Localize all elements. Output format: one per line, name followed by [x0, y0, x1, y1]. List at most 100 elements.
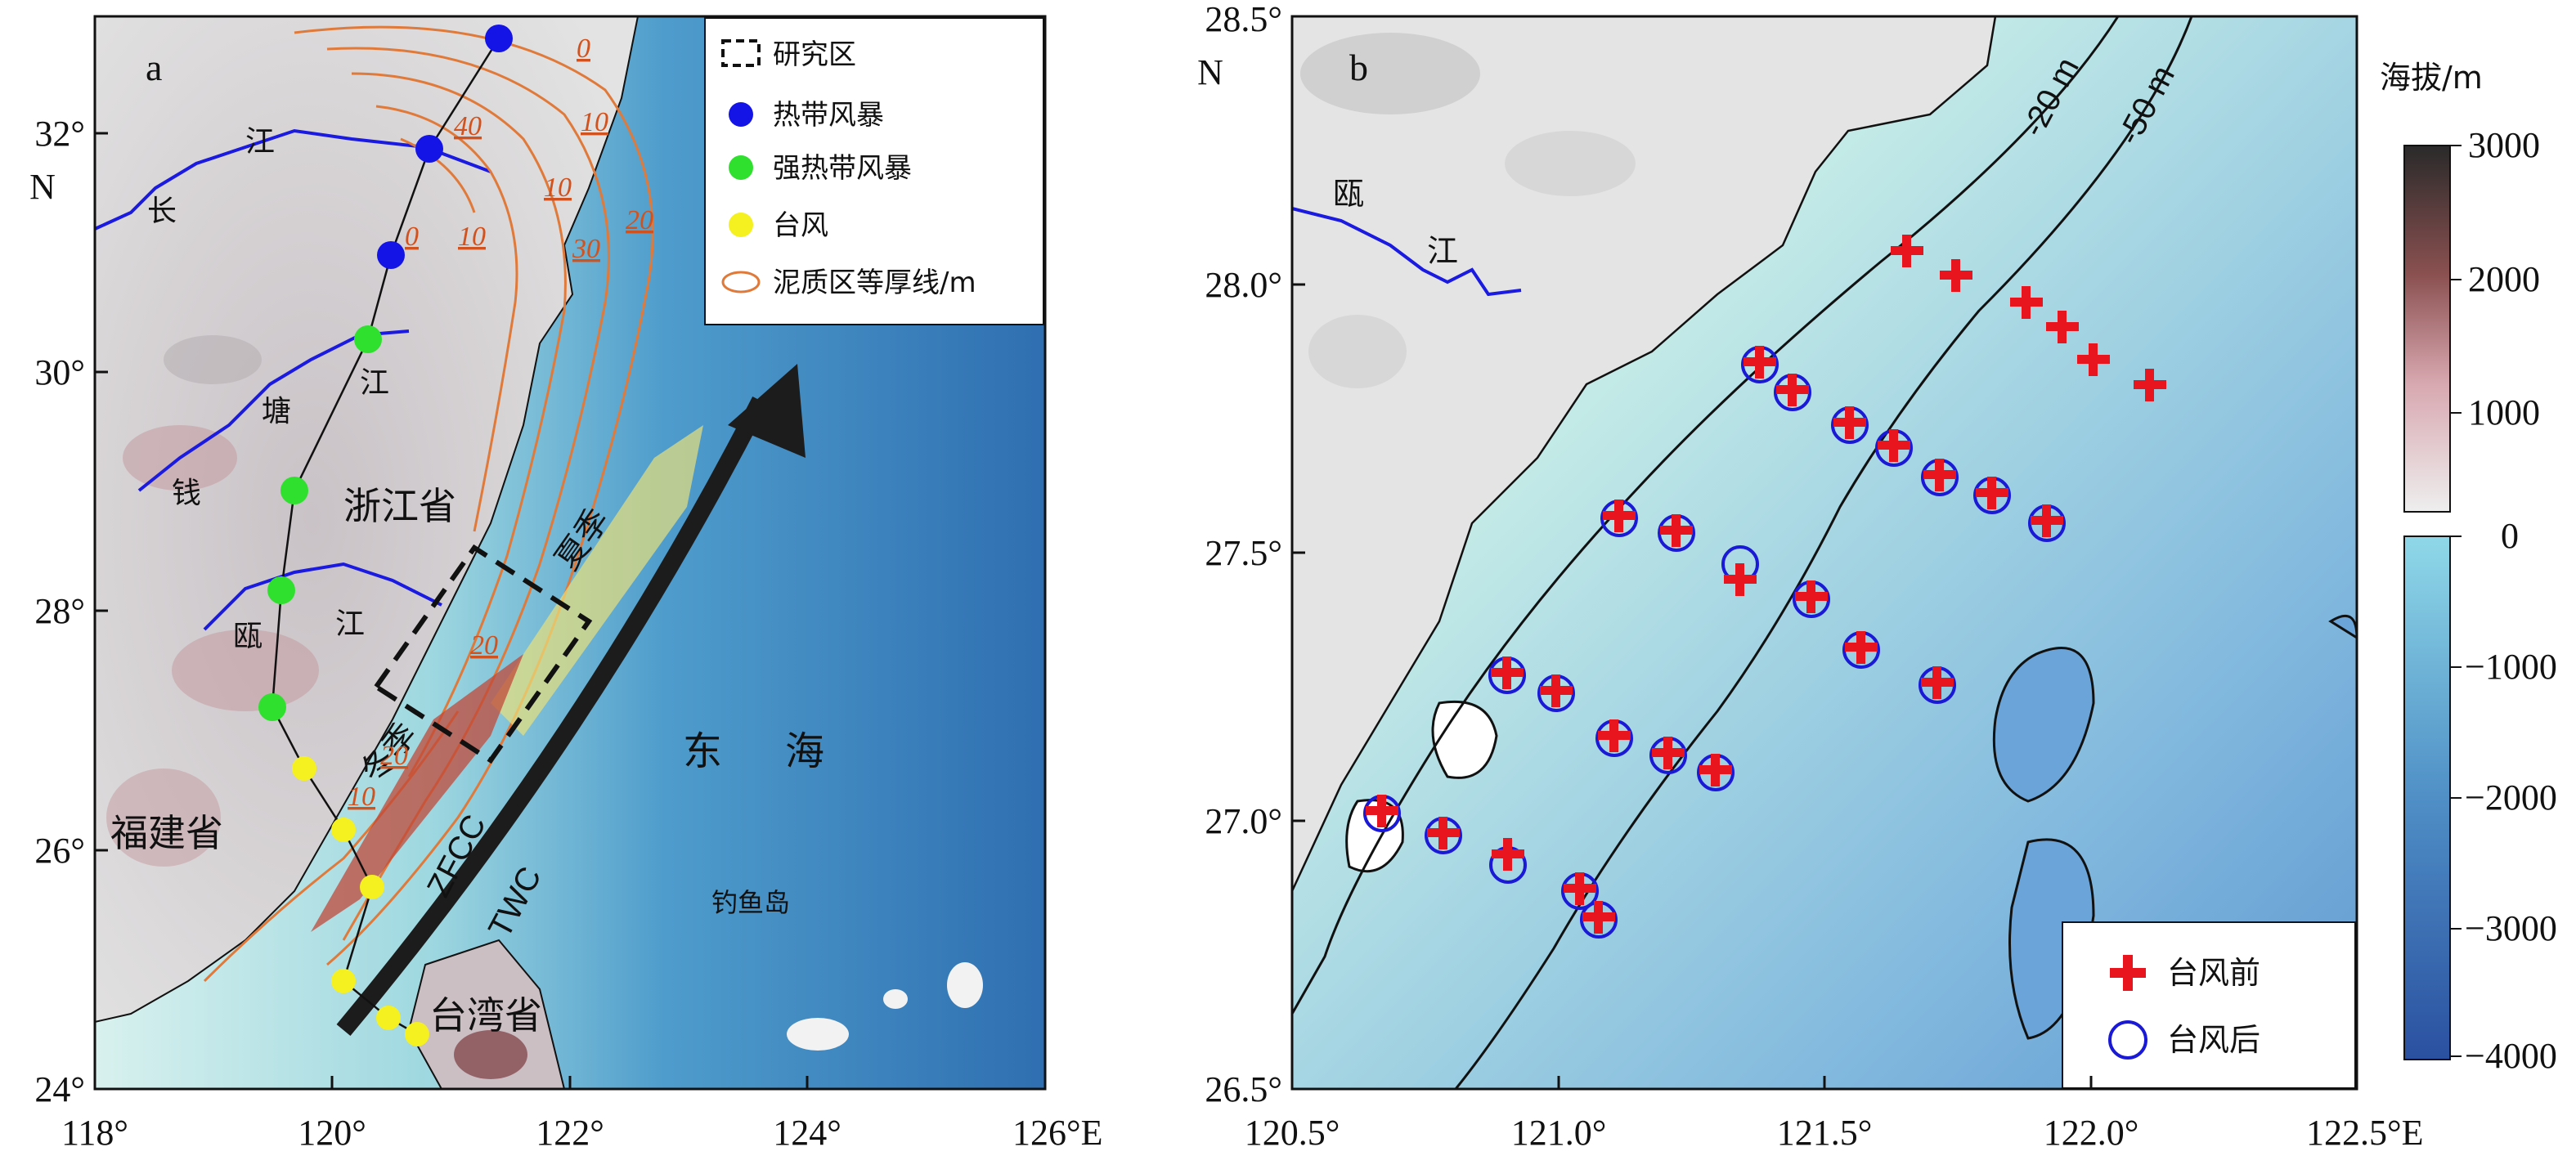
severe-storm-point — [267, 576, 295, 604]
station-pair — [1919, 666, 1956, 704]
station-pair — [1488, 656, 1526, 694]
panel-b-label: b — [1349, 47, 1368, 88]
svg-text:10: 10 — [581, 107, 608, 137]
legend-severe-storm-label: 强热带风暴 — [773, 152, 912, 185]
terrain-patch — [1300, 33, 1480, 114]
label-qiantang-2: 塘 — [262, 395, 291, 428]
colorbar-title: 海拔/m — [2380, 60, 2483, 96]
typhoon-point — [331, 818, 356, 842]
legend-after-label: 台风后 — [2167, 1022, 2260, 1058]
station-pair — [2028, 504, 2066, 542]
station-pair — [1649, 737, 1687, 774]
legend-severe-storm-swatch — [729, 155, 753, 180]
panel-a-y-tick-label: 26° — [34, 831, 85, 871]
severe-storm-point — [280, 477, 308, 504]
station-pair — [1697, 754, 1735, 791]
panel-b-y-tick-label: 27.5° — [1205, 533, 1282, 573]
colorbar-sea — [2404, 536, 2450, 1060]
panel-b-y-tick-label: 27.0° — [1205, 801, 1282, 841]
colorbar-tick: 0 — [2501, 516, 2519, 556]
station-before-only — [1940, 259, 1972, 292]
oujiang-river — [203, 562, 442, 631]
panel-b-x-tick-label: 120.5° — [1245, 1113, 1340, 1153]
panel-b-y-tick-label: 26.5° — [1205, 1069, 1282, 1109]
winter-current-band — [311, 654, 523, 932]
svg-text:0: 0 — [405, 222, 419, 252]
changjiang-river — [94, 128, 491, 231]
terrain-patch — [172, 630, 319, 711]
panel-b: -20 m -50 m 瓯 江 — [1197, 0, 2423, 1153]
svg-text:30: 30 — [572, 234, 600, 264]
label-qiantang-3: 钱 — [172, 477, 201, 510]
panel-a: 浙江省 福建省 台湾省 东 海 钓鱼岛 江 长 江 塘 钱 瓯 江 夏季 冬季 … — [29, 15, 1102, 1153]
station-pair — [1595, 719, 1633, 757]
legend-study-area-swatch — [721, 39, 761, 67]
colorbar: 海拔/m 3000 2000 1000 0 −1000 −2000 −3000 … — [2380, 60, 2557, 1076]
legend-after-swatch — [2108, 1020, 2147, 1060]
label-east-sea-1: 东 — [683, 728, 722, 774]
panel-a-x-tick-label: 126°E — [1012, 1113, 1102, 1153]
typhoon-point — [292, 756, 316, 781]
panel-b-y-ticks — [1292, 15, 1305, 1091]
panel-a-land — [94, 16, 640, 1024]
label-changjiang-2: 长 — [147, 195, 177, 228]
panel-a-label: a — [146, 47, 162, 88]
station-pair — [1842, 631, 1880, 669]
contour-50m — [1454, 16, 2193, 1090]
label-oujiang-2: 江 — [1427, 233, 1458, 269]
typhoon-point — [405, 1022, 429, 1046]
label-east-sea-2: 海 — [785, 728, 824, 774]
station-pair — [1921, 459, 1959, 496]
panel-a-y-tick-label: 30° — [34, 352, 85, 392]
oujiang-river — [1291, 207, 1522, 297]
colorbar-tick: 1000 — [2468, 392, 2540, 432]
deep-contour — [1992, 647, 2095, 803]
legend-tropical-storm-label: 热带风暴 — [773, 99, 884, 132]
station-before-only — [2134, 369, 2166, 401]
colorbar-tick: −1000 — [2465, 647, 2557, 687]
label-taiwan: 台湾省 — [429, 993, 542, 1037]
svg-text:10: 10 — [458, 222, 486, 252]
legend-typhoon-label: 台风 — [773, 209, 828, 242]
panel-a-x-ticks — [93, 1076, 1047, 1089]
panel-a-y-tick-label: 32° — [34, 114, 85, 154]
station-pair — [1561, 872, 1599, 910]
terrain-patch — [1505, 131, 1636, 196]
panel-a-y-ticks — [95, 132, 108, 1091]
station-pair — [1489, 838, 1527, 884]
station-pair — [1721, 545, 1759, 596]
label-oujiang-2: 江 — [335, 607, 365, 641]
legend-before-label: 台风前 — [2167, 955, 2260, 991]
typhoon-point — [376, 1006, 401, 1030]
label-oujiang-1: 瓯 — [1333, 176, 1364, 212]
terrain-patch — [164, 335, 262, 384]
tropical-storm-point — [485, 25, 513, 52]
panel-a-x-tick-label: 124° — [773, 1113, 841, 1153]
station-pair — [1600, 500, 1638, 537]
panel-b-x-tick-label: 121.0° — [1511, 1113, 1607, 1153]
panel-b-x-tick-label: 121.5° — [1777, 1113, 1873, 1153]
colorbar-tick: −4000 — [2465, 1036, 2557, 1076]
station-pair — [1363, 795, 1401, 832]
panel-a-y-tick-label: 28° — [34, 591, 85, 631]
station-pair — [1793, 580, 1830, 618]
station-pair — [1973, 477, 2011, 514]
terrain-patch — [1308, 315, 1407, 388]
panel-b-y-axis-letter: N — [1197, 52, 1223, 92]
panel-b-x-tick-label: 122.5°E — [2306, 1113, 2423, 1153]
tropical-storm-point — [415, 135, 443, 163]
panel-b-y-tick-label: 28.5° — [1205, 0, 1282, 39]
colorbar-tick: −2000 — [2465, 777, 2557, 818]
typhoon-point — [360, 875, 384, 899]
label-oujiang-1: 瓯 — [233, 620, 263, 653]
legend-typhoon-swatch — [729, 213, 753, 237]
label-qiantang-1: 江 — [360, 366, 389, 400]
station-pair — [1875, 429, 1913, 467]
colorbar-tick: 3000 — [2468, 125, 2540, 165]
panel-b-land — [1290, 15, 1997, 892]
station-pair — [1774, 374, 1811, 411]
severe-storm-point — [354, 325, 382, 353]
station-pair — [1831, 406, 1869, 444]
panel-b-legend: 台风前 台风后 — [2062, 921, 2356, 1089]
legend-study-area-label: 研究区 — [773, 38, 856, 71]
